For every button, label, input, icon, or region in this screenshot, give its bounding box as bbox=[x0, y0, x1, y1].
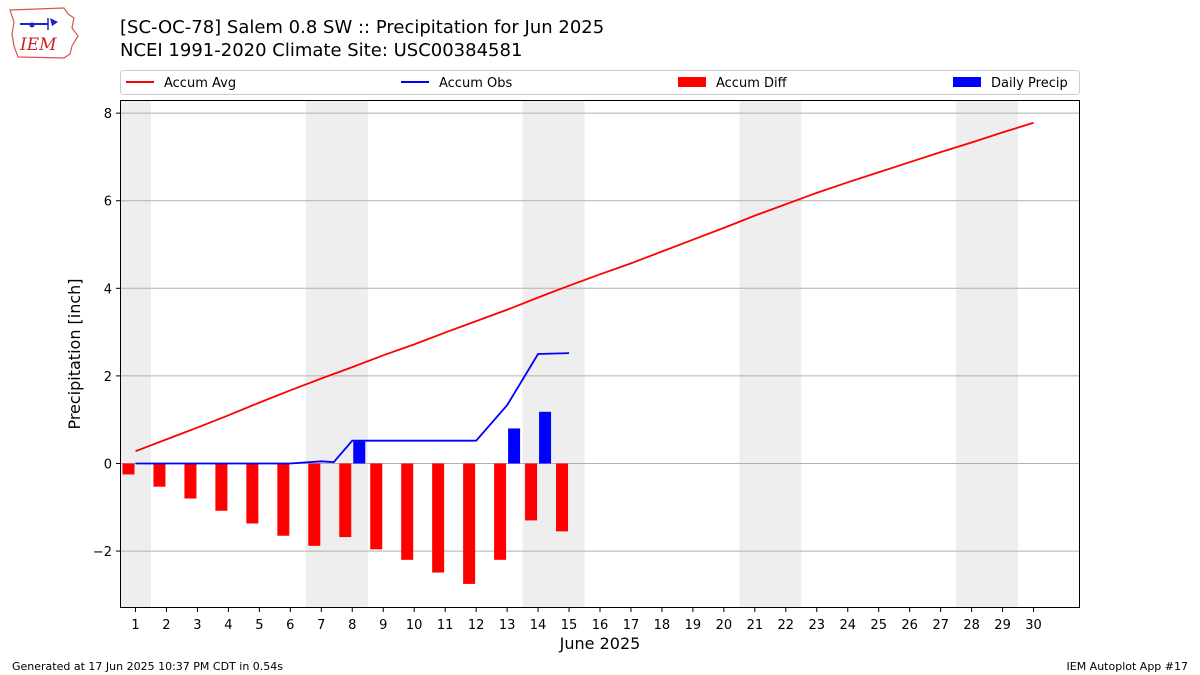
svg-text:IEM: IEM bbox=[19, 35, 57, 55]
accum-diff-bar bbox=[463, 463, 476, 584]
accum-diff-bar bbox=[184, 463, 197, 499]
legend-label: Daily Precip bbox=[991, 76, 1068, 91]
x-axis-label: June 2025 bbox=[559, 634, 641, 653]
x-tick-label: 23 bbox=[809, 618, 826, 633]
accum-diff-bar bbox=[339, 463, 352, 538]
x-tick-label: 27 bbox=[932, 618, 949, 633]
x-tick-label: 9 bbox=[379, 618, 387, 633]
daily-precip-bar bbox=[353, 441, 366, 464]
accum-obs-line bbox=[135, 352, 570, 465]
accum-diff-bar bbox=[494, 463, 507, 560]
x-tick-label: 21 bbox=[747, 618, 764, 633]
accum-avg-line bbox=[135, 121, 1034, 453]
x-tick-label: 25 bbox=[870, 618, 887, 633]
accum-diff-bar bbox=[246, 463, 259, 524]
x-tick-label: 16 bbox=[592, 618, 609, 633]
y-tick-label: −2 bbox=[93, 545, 112, 560]
y-tick-label: 2 bbox=[104, 370, 112, 385]
chart-subtitle: NCEI 1991-2020 Climate Site: USC00384581 bbox=[120, 40, 523, 61]
x-tick-label: 10 bbox=[406, 618, 423, 633]
y-tick-label: 8 bbox=[104, 107, 112, 122]
x-tick-label: 17 bbox=[623, 618, 640, 633]
generated-note: Generated at 17 Jun 2025 10:37 PM CDT in… bbox=[12, 660, 284, 673]
legend-daily-precip-swatch bbox=[953, 77, 981, 87]
x-tick-label: 13 bbox=[499, 618, 516, 633]
x-tick-label: 1 bbox=[131, 618, 139, 633]
iem-logo: IEM bbox=[8, 6, 82, 64]
accum-diff-bar bbox=[153, 463, 166, 487]
legend-label: Accum Avg bbox=[164, 76, 236, 91]
accum-diff-bar bbox=[122, 463, 135, 475]
app-note: IEM Autoplot App #17 bbox=[1066, 660, 1189, 673]
legend-label: Accum Diff bbox=[716, 76, 788, 91]
accum-diff-bar bbox=[525, 463, 538, 521]
y-tick-label: 0 bbox=[104, 457, 112, 472]
x-tick-label: 3 bbox=[193, 618, 201, 633]
x-tick-label: 4 bbox=[224, 618, 232, 633]
weekend-band bbox=[739, 100, 802, 608]
accum-diff-bar bbox=[432, 463, 445, 573]
legend-accum-diff-swatch bbox=[678, 77, 706, 87]
chart-title: [SC-OC-78] Salem 0.8 SW :: Precipitation… bbox=[120, 17, 605, 38]
y-tick-label: 6 bbox=[104, 195, 112, 210]
y-tick-label: 4 bbox=[104, 282, 112, 297]
x-tick-label: 14 bbox=[530, 618, 547, 633]
x-tick-label: 2 bbox=[162, 618, 170, 633]
legend-box bbox=[120, 70, 1080, 95]
accum-diff-bar bbox=[277, 463, 290, 536]
x-tick-label: 29 bbox=[994, 618, 1011, 633]
weekend-band bbox=[956, 100, 1019, 608]
x-tick-label: 24 bbox=[839, 618, 856, 633]
x-tick-label: 11 bbox=[437, 618, 454, 633]
x-tick-label: 28 bbox=[963, 618, 980, 633]
x-tick-label: 26 bbox=[901, 618, 918, 633]
x-tick-label: 7 bbox=[317, 618, 325, 633]
x-tick-label: 20 bbox=[716, 618, 733, 633]
weekend-band bbox=[120, 100, 151, 608]
accum-diff-bar bbox=[308, 463, 321, 546]
x-tick-label: 30 bbox=[1025, 618, 1042, 633]
legend-label: Accum Obs bbox=[439, 76, 512, 91]
x-tick-label: 12 bbox=[468, 618, 485, 633]
accum-diff-bar bbox=[556, 463, 569, 532]
x-tick-label: 18 bbox=[654, 618, 671, 633]
x-tick-label: 15 bbox=[561, 618, 578, 633]
daily-precip-bar bbox=[539, 411, 552, 464]
plot-area bbox=[120, 100, 1080, 608]
accum-diff-bar bbox=[215, 463, 228, 511]
daily-precip-bar bbox=[508, 428, 521, 464]
x-tick-label: 22 bbox=[778, 618, 795, 633]
accum-diff-bar bbox=[401, 463, 414, 560]
y-axis-label: Precipitation [inch] bbox=[65, 278, 84, 429]
x-tick-label: 19 bbox=[685, 618, 702, 633]
x-tick-label: 6 bbox=[286, 618, 294, 633]
accum-diff-bar bbox=[370, 463, 383, 550]
x-tick-label: 8 bbox=[348, 618, 356, 633]
x-tick-label: 5 bbox=[255, 618, 263, 633]
